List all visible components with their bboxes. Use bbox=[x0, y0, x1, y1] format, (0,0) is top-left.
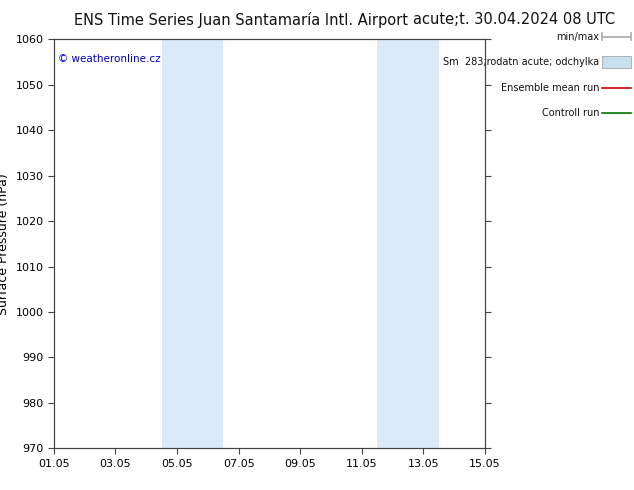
Text: Ensemble mean run: Ensemble mean run bbox=[501, 83, 599, 93]
Text: Sm  283;rodatn acute; odchylka: Sm 283;rodatn acute; odchylka bbox=[443, 57, 599, 67]
Y-axis label: Surface Pressure (hPa): Surface Pressure (hPa) bbox=[0, 173, 10, 315]
Text: acute;t. 30.04.2024 08 UTC: acute;t. 30.04.2024 08 UTC bbox=[413, 12, 615, 27]
Bar bbox=[377, 39, 439, 448]
Text: min/max: min/max bbox=[556, 32, 599, 42]
Text: Controll run: Controll run bbox=[541, 108, 599, 118]
Text: ENS Time Series Juan Santamaría Intl. Airport: ENS Time Series Juan Santamaría Intl. Ai… bbox=[74, 12, 408, 28]
Bar bbox=[162, 39, 223, 448]
Text: © weatheronline.cz: © weatheronline.cz bbox=[58, 53, 161, 64]
